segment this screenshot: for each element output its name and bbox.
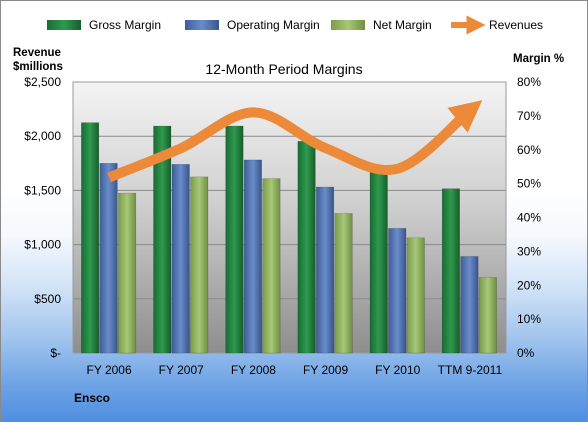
y-right-tick-label: 10%: [517, 312, 541, 326]
y-right-axis-title: Margin %: [513, 53, 564, 65]
y-left-tick-label: $1,000: [24, 238, 61, 252]
net-margin-bar: [118, 192, 137, 354]
y-left-tick-label: $2,000: [24, 129, 61, 143]
x-tick-label: FY 2006: [87, 363, 132, 377]
gross-margin-bar: [81, 122, 100, 354]
y-left-tick-label: $1,500: [24, 183, 61, 197]
x-tick-label: FY 2010: [375, 363, 420, 377]
x-tick-label: TTM 9-2011: [438, 363, 503, 377]
gross-margin-bar: [297, 141, 316, 354]
net-margin-bar: [478, 277, 497, 354]
y-right-tick-labels: 0% 10% 20% 30% 40% 50% 60% 70% 80%: [517, 75, 541, 360]
operating-margin-bar: [99, 163, 118, 354]
bar-series: [81, 122, 497, 354]
operating-margin-bar: [388, 228, 407, 354]
y-left-axis-title-line2: $millions: [13, 61, 63, 73]
net-margin-bar: [262, 178, 281, 354]
y-left-tick-label: $2,500: [24, 75, 61, 89]
legend-label-revenues: Revenues: [489, 18, 543, 32]
operating-margin-bar: [316, 186, 335, 354]
revenues-line: [107, 100, 483, 183]
revenues-series: [107, 100, 483, 183]
legend-label-operating-margin: Operating Margin: [227, 18, 320, 32]
legend-label-net-margin: Net Margin: [373, 18, 432, 32]
net-margin-bar: [190, 176, 209, 354]
gross-margin-bar: [369, 168, 388, 354]
y-left-tick-labels: $- $500 $1,000 $1,500 $2,000 $2,500: [24, 75, 61, 360]
gross-margin-bar: [153, 125, 172, 354]
gridlines: [72, 81, 507, 354]
x-tick-label: FY 2007: [159, 363, 204, 377]
legend: Gross Margin Operating Margin Net Margin…: [47, 15, 543, 35]
operating-margin-bar: [171, 164, 190, 354]
legend-swatch-net-margin: [331, 20, 365, 30]
y-right-tick-label: 30%: [517, 244, 541, 258]
legend-swatch-operating-margin: [185, 20, 219, 30]
y-right-tick-label: 50%: [517, 177, 541, 191]
y-right-tick-label: 0%: [517, 346, 535, 360]
y-left-tick-label: $500: [34, 292, 61, 306]
net-margin-bar: [406, 237, 425, 354]
operating-margin-bar: [460, 256, 479, 354]
y-left-axis-title-line1: Revenue: [13, 47, 61, 59]
x-tick-label: FY 2008: [231, 363, 276, 377]
chart-title: 12-Month Period Margins: [205, 61, 362, 77]
y-right-tick-label: 20%: [517, 278, 541, 292]
y-left-tick-label: $-: [50, 346, 61, 360]
plot-border: [72, 81, 507, 354]
gross-margin-bar: [441, 188, 460, 354]
x-tick-labels: FY 2006 FY 2007 FY 2008 FY 2009 FY 2010 TTM 9…: [87, 363, 503, 377]
gross-margin-bar: [225, 125, 244, 354]
y-right-tick-label: 60%: [517, 143, 541, 157]
y-right-tick-label: 80%: [517, 75, 541, 89]
legend-swatch-gross-margin: [47, 20, 81, 30]
company-name: Ensco: [74, 391, 110, 405]
legend-label-gross-margin: Gross Margin: [89, 18, 161, 32]
operating-margin-bar: [243, 159, 262, 354]
net-margin-bar: [334, 213, 353, 354]
x-tick-label: FY 2009: [303, 363, 348, 377]
y-right-tick-label: 70%: [517, 109, 541, 123]
y-right-tick-label: 40%: [517, 211, 541, 225]
